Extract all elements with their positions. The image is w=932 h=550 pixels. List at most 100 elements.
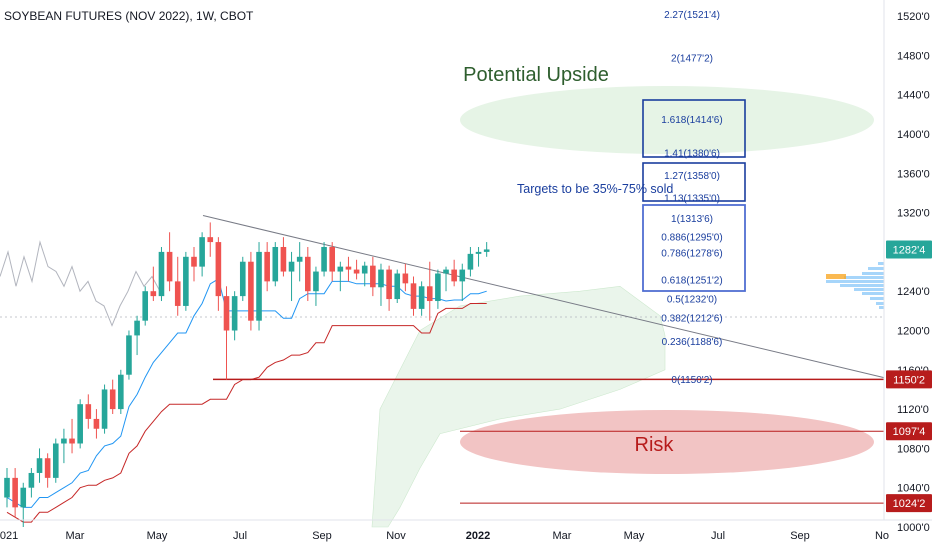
candle-body — [174, 281, 181, 306]
fib-level-label: 2(1477'2) — [671, 54, 713, 65]
candle-body — [410, 283, 417, 309]
candle-body — [191, 256, 197, 267]
fib-level-label: 1.27(1358'0) — [664, 171, 720, 182]
price-axis-tick: 1240'0 — [897, 286, 930, 298]
candle-body — [150, 291, 157, 297]
fib-retracement-box — [642, 204, 746, 292]
level-price-tag — [886, 422, 932, 441]
candle-body — [321, 246, 327, 272]
candle-body — [264, 251, 270, 282]
candle-body — [85, 404, 92, 419]
candle-body — [467, 253, 474, 270]
candle-body — [272, 246, 279, 282]
fib-level-label: 0(1150'2) — [671, 375, 712, 386]
level-price-tag — [886, 494, 932, 513]
time-axis-tick: Mar — [553, 530, 572, 542]
volume-profile-bar — [840, 284, 884, 287]
time-axis-tick: May — [624, 530, 645, 542]
candle-body — [280, 246, 287, 272]
level-price-label: 1150'2 — [893, 374, 925, 386]
lagging-span-line — [0, 240, 161, 327]
price-axis-tick: 1440'0 — [897, 90, 930, 102]
candle-body — [296, 256, 303, 262]
volume-profile-bar — [868, 267, 884, 270]
last-price-label: 1282'4 — [893, 244, 926, 256]
fib-level-label: 1.618(1414'6) — [661, 115, 722, 126]
price-axis-tick: 1360'0 — [897, 168, 930, 180]
candle-body — [443, 269, 449, 274]
time-axis-tick: Sep — [312, 530, 332, 542]
candle-body — [36, 458, 43, 473]
candle-body — [52, 443, 59, 478]
risk-annotation: Risk — [635, 434, 675, 456]
volume-profile-bar — [876, 302, 884, 305]
price-axis-tick: 1000'0 — [897, 522, 930, 534]
candle-body — [435, 273, 441, 302]
fib-level-label: 0.886(1295'0) — [661, 233, 722, 244]
candle-body — [248, 261, 254, 321]
fib-level-label: 1(1313'6) — [671, 214, 713, 225]
price-axis-tick: 1320'0 — [897, 208, 930, 220]
last-price-tag — [886, 240, 932, 259]
candle-body — [313, 271, 319, 292]
price-axis-tick: 1040'0 — [897, 483, 930, 495]
candle-body — [337, 266, 344, 272]
fib-level-label: 0.236(1188'6) — [662, 337, 723, 348]
time-axis-tick: Jul — [711, 530, 725, 542]
time-axis-tick: May — [147, 530, 168, 542]
upside-annotation: Potential Upside — [463, 64, 609, 86]
candle-body — [288, 261, 295, 272]
candle-body — [166, 251, 173, 282]
candle-body — [394, 273, 401, 300]
fib-level-label: 0.618(1251'2) — [661, 276, 722, 287]
fib-level-label: 0.5(1232'0) — [667, 295, 717, 306]
trendline — [202, 215, 885, 379]
candle-body — [361, 265, 368, 274]
candle-body — [134, 320, 140, 336]
conversion-line — [6, 278, 487, 508]
candle-body — [109, 389, 116, 410]
time-axis-tick: 2022 — [466, 530, 490, 542]
candle-body — [126, 335, 132, 375]
fib-level-label: 2.27(1521'4) — [664, 10, 720, 21]
volume-profile-bar — [844, 276, 884, 279]
candle-body — [418, 286, 425, 309]
volume-profile-bar — [826, 280, 884, 283]
candle-body — [77, 404, 83, 444]
candle-body — [353, 269, 360, 274]
price-axis-tick: 1080'0 — [897, 443, 930, 455]
candle-body — [12, 477, 18, 508]
candle-body — [118, 374, 124, 410]
fib-level-label: 0.382(1212'6) — [661, 313, 722, 324]
ichimoku-cloud — [371, 285, 666, 528]
candle-body — [61, 438, 67, 444]
chart-title: SOYBEAN FUTURES (NOV 2022), 1W, CBOT — [4, 9, 254, 23]
volume-profile-bar — [879, 306, 884, 309]
candle-body — [44, 458, 51, 478]
candle-body — [451, 269, 457, 282]
volume-poc-bar — [826, 274, 846, 279]
candle-body — [20, 487, 27, 508]
price-axis-tick: 1200'0 — [897, 326, 930, 338]
fib-target-box — [642, 99, 746, 158]
price-axis-tick: 1400'0 — [897, 129, 930, 141]
candle-body — [199, 237, 205, 267]
time-axis-tick: Sep — [790, 530, 810, 542]
time-axis-tick: No — [875, 530, 889, 542]
candle-body — [378, 269, 384, 288]
candle-body — [345, 266, 352, 270]
candle-body — [158, 251, 165, 297]
fib-level-label: 1.13(1335'0) — [664, 193, 720, 204]
candle-body — [207, 237, 214, 243]
candle-body — [223, 296, 230, 331]
candle-body — [256, 251, 262, 321]
candle-body — [142, 291, 149, 321]
level-price-label: 1097'4 — [893, 426, 926, 438]
targets-annotation: Targets to be 35%-75% sold — [517, 182, 673, 196]
candle-body — [28, 472, 35, 488]
price-axis-tick: 1120'0 — [897, 404, 929, 416]
fib-level-label: 1.41(1380'6) — [664, 148, 720, 159]
